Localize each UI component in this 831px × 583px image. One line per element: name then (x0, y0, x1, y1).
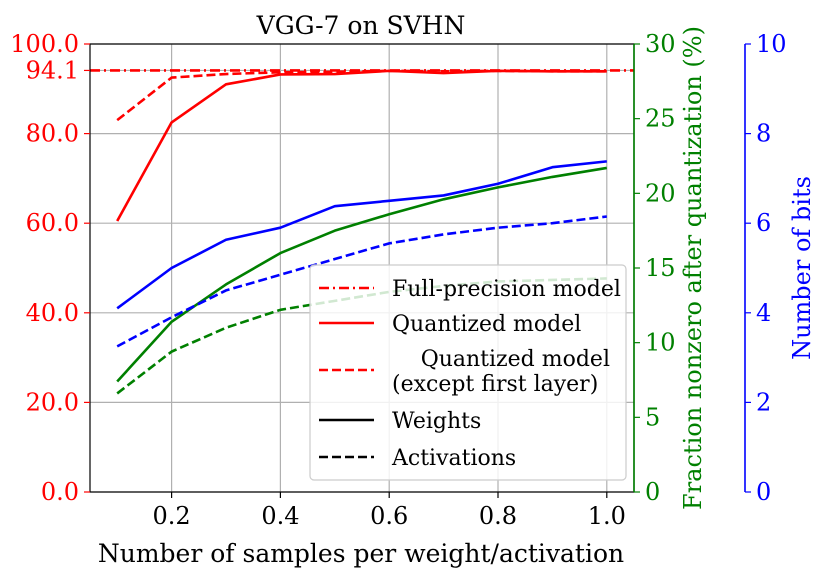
y-fraction-tick-label: 15 (645, 254, 676, 282)
legend-label: Full-precision model (392, 277, 621, 302)
y-fraction-tick-label: 30 (645, 30, 676, 58)
legend-label: Quantized model (392, 312, 581, 337)
series-line-6 (116, 215, 607, 348)
series-layer (90, 69, 634, 395)
x-axis-label: Number of samples per weight/activation (98, 539, 624, 568)
x-tick-label: 1.0 (588, 502, 626, 530)
series-line-2 (116, 69, 607, 122)
y-axis-label-bits: Number of bits (788, 176, 816, 360)
y-left-tick-label: 80.0 (26, 120, 79, 148)
y-left-tick-label: 100.0 (10, 30, 79, 58)
legend-label-line2: (except first layer) (392, 372, 598, 397)
y-fraction-tick-label: 20 (645, 179, 676, 207)
legend-label: Quantized model (421, 347, 610, 372)
y-left-tick-label: 0.0 (41, 478, 79, 506)
y-bits-tick-label: 6 (756, 209, 771, 237)
x-tick-label: 0.8 (479, 502, 517, 530)
y-fraction-tick-label: 25 (645, 105, 676, 133)
axes-layer: 0.2 0.4 0.6 0.8 1.00.020.040.060.080.094.110… (10, 30, 786, 530)
y-left-tick-label: 40.0 (26, 299, 79, 327)
y-left-tick-label: 60.0 (26, 209, 79, 237)
x-tick-label: 0.2 (153, 502, 191, 530)
y-fraction-tick-label: 0 (645, 478, 660, 506)
legend-box (309, 264, 627, 481)
chart-title: VGG-7 on SVHN (256, 11, 466, 40)
legend-label: Activations (391, 446, 516, 471)
y-bits-tick-label: 8 (756, 120, 771, 148)
legend: Full-precision model Quantized model Quant… (309, 264, 627, 481)
y-axis-label-fraction: Fraction nonzero after quantization (%) (679, 26, 707, 510)
y-fraction-tick-label: 5 (645, 403, 660, 431)
y-left-tick-label: 20.0 (26, 388, 79, 416)
y-bits-tick-label: 4 (756, 299, 771, 327)
series-line-5 (116, 160, 607, 310)
y-fraction-tick-label: 10 (645, 329, 676, 357)
series-line-1 (116, 69, 607, 222)
x-tick-label: 0.4 (261, 502, 299, 530)
legend-label: Weights (392, 409, 481, 434)
y-bits-tick-label: 10 (756, 30, 787, 58)
y-left-tick-label: 94.1 (26, 56, 79, 84)
y-bits-tick-label: 0 (756, 478, 771, 506)
y-bits-tick-label: 2 (756, 388, 771, 416)
x-tick-label: 0.6 (370, 502, 408, 530)
